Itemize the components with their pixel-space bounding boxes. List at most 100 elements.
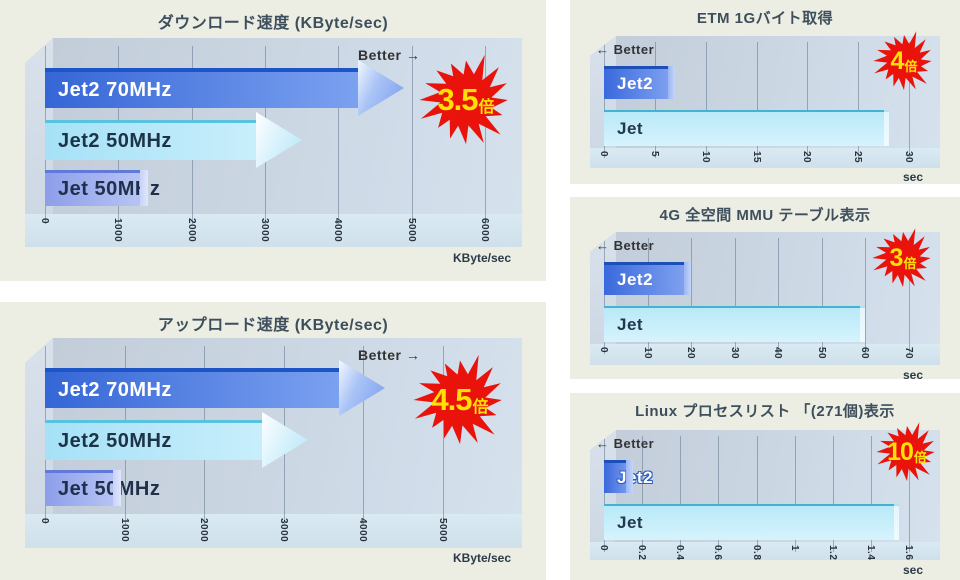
badge-number: 4: [890, 46, 905, 75]
badge-text: 10 倍: [876, 421, 938, 483]
gridline: [909, 238, 910, 354]
axis-tick-label: 30: [903, 151, 914, 164]
chart-title: Linux プロセスリスト 「(271個)表示: [635, 403, 895, 420]
axis-tick-label: 70: [903, 347, 914, 360]
axis-tick-label: 1: [789, 545, 800, 552]
bar-label: Jet 50MHz: [58, 478, 161, 500]
badge-number: 3.5: [437, 82, 478, 117]
axis-tick-label: 0: [39, 518, 50, 525]
axis-tick-label: 2000: [198, 518, 209, 543]
panel-side-face: [590, 36, 616, 168]
multiplier-badge: 3.5 倍: [419, 53, 513, 147]
axis-tick-label: 50: [816, 347, 827, 360]
bar-jet2-50mhz: Jet2 50MHz: [45, 112, 302, 168]
bar-label: Jet2 70MHz: [58, 378, 172, 401]
gridline: [735, 238, 736, 354]
axis-tick-label: 0: [39, 218, 50, 225]
badge-suffix: 倍: [478, 98, 495, 116]
bar-jet2: Jet2: [604, 460, 653, 493]
chart-3d-panel: 0 10 20 30 40 50 60 70 Jet2 Jet: [590, 232, 940, 365]
bar-label: Jet2 50MHz: [58, 130, 172, 152]
axis-unit-label: KByte/sec: [453, 251, 512, 265]
axis-tick-label: 10: [642, 347, 653, 360]
gridline: [822, 238, 823, 354]
starburst-icon: [876, 422, 935, 482]
axis-tick-label: 15: [751, 151, 762, 164]
bar-jet2: Jet2: [604, 262, 691, 295]
starburst-icon: [873, 31, 932, 91]
gridline: [604, 238, 605, 354]
better-direction-label: ← Better: [596, 238, 655, 253]
gridline: [865, 238, 866, 354]
gridline: [871, 436, 872, 552]
axis-tick-label: 3000: [278, 518, 289, 543]
axis-unit-label: sec: [903, 170, 924, 184]
axis-tick-label: 1.2: [827, 545, 838, 561]
axis-tick-label: 25: [852, 151, 863, 164]
axis-label-strip: [25, 514, 522, 548]
axis-label-strip: [25, 214, 522, 247]
chart-card-mmu-table: 4G 全空間 MMU テーブル表示 0 10 20 30 40 50 60 70 Jet2 Jet ←…: [570, 197, 960, 382]
axis-tick-label: 5: [649, 151, 660, 158]
gridline: [833, 436, 834, 552]
bar-jet-50mhz: Jet 50MHz: [45, 170, 160, 206]
chart-title: 4G 全空間 MMU テーブル表示: [659, 207, 871, 224]
axis-label-strip: [590, 148, 940, 168]
axis-tick-label: 20: [685, 347, 696, 360]
axis-tick-label: 5000: [406, 218, 417, 243]
multiplier-badge: 10 倍: [876, 421, 938, 483]
badge-text: 3.5 倍: [419, 53, 513, 147]
badge-text: 4.5 倍: [413, 353, 507, 447]
gridline: [778, 238, 779, 354]
axis-tick-label: 4000: [332, 218, 343, 243]
gridline: [691, 238, 692, 354]
bar-jet-50mhz: Jet 50MHz: [45, 470, 160, 506]
badge-suffix: 倍: [913, 450, 927, 465]
chart-3d-panel: 0 0.2 0.4 0.6 0.8 1 1.2 1.4 1.6 Jet2 Jet: [590, 430, 940, 560]
gridline: [718, 436, 719, 552]
chart-title: ダウンロード速度 (KByte/sec): [157, 15, 389, 32]
axis-tick-label: 1000: [112, 218, 123, 243]
chart-card-download-speed: ダウンロード速度 (KByte/sec) 0 1000 2000 3000 4000 500…: [0, 0, 546, 281]
starburst-icon: [413, 354, 502, 445]
starburst-icon: [419, 54, 508, 145]
gridline: [757, 436, 758, 552]
axis-tick-label: 2000: [186, 218, 197, 243]
axis-tick-label: 3000: [259, 218, 270, 243]
axis-tick-label: 6000: [479, 218, 490, 243]
axis-tick-label: 1000: [119, 518, 130, 543]
gridline: [706, 42, 707, 158]
axis-tick-label: 20: [801, 151, 812, 164]
axis-tick-label: 1.6: [903, 545, 914, 561]
chart-card-linux-process-list: Linux プロセスリスト 「(271個)表示 0 0.2 0.4 0.6 0.8 1 1.2…: [570, 393, 960, 580]
axis-label-strip: [590, 344, 940, 365]
gridline: [485, 46, 486, 224]
gridline: [757, 42, 758, 158]
axis-tick-label: 0.8: [751, 545, 762, 561]
panel-side-face: [590, 232, 616, 365]
axis-tick-label: 0: [598, 347, 609, 354]
chart-card-upload-speed: アップロード速度 (KByte/sec) 0 1000 2000 3000 4000 500…: [0, 302, 546, 580]
bar-label: Jet2: [617, 468, 654, 487]
axis-tick-label: 4000: [357, 518, 368, 543]
axis-tick-label: 10: [700, 151, 711, 164]
bar-label: Jet2 50MHz: [58, 430, 172, 452]
badge-number: 3: [889, 243, 904, 272]
gridline: [680, 436, 681, 552]
arrow-head-icon: [262, 412, 308, 468]
badge-number: 4.5: [431, 382, 472, 417]
axis-tick-label: 0.2: [636, 545, 647, 561]
bar-jet: Jet: [604, 110, 889, 146]
gridline: [604, 436, 605, 552]
arrow-head-icon: [339, 360, 385, 416]
axis-tick-label: 40: [772, 347, 783, 360]
badge-suffix: 倍: [904, 59, 918, 74]
better-direction-label: Better →: [358, 347, 421, 363]
badge-number: 10: [887, 437, 914, 466]
bar-label: Jet2: [617, 270, 654, 289]
bar-jet: Jet: [604, 306, 865, 342]
